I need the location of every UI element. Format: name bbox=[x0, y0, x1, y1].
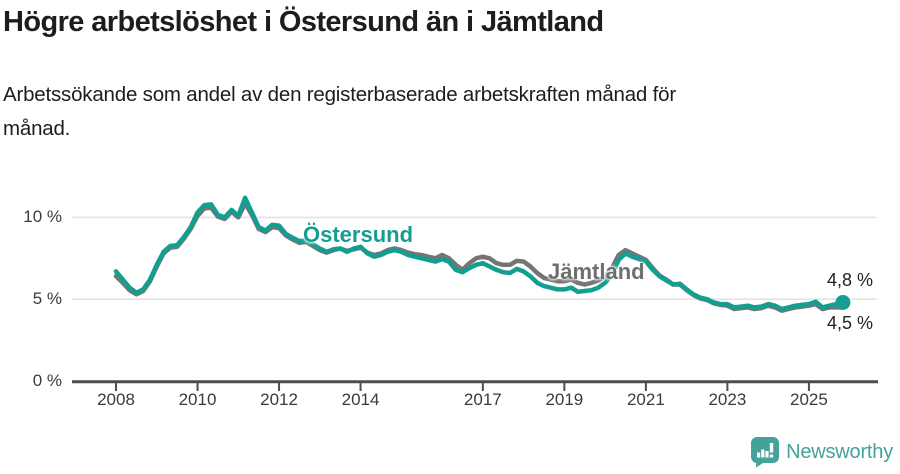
y-tick-label: 5 % bbox=[32, 289, 62, 309]
x-tick-label: 2017 bbox=[463, 390, 502, 409]
x-tick-label: 2008 bbox=[97, 390, 135, 409]
subtitle-line-1: Arbetssökande som andel av den registerb… bbox=[3, 83, 676, 106]
x-tick-label: 2025 bbox=[789, 390, 828, 409]
series-label-ostersund: Östersund bbox=[303, 222, 414, 247]
x-tick-label: 2012 bbox=[260, 390, 298, 409]
brand-name: Newsworthy bbox=[786, 440, 893, 463]
end-value-label-ostersund: 4,8 % bbox=[826, 270, 873, 290]
bar-chart-glyph bbox=[757, 442, 774, 457]
ostersund-end-dot bbox=[835, 294, 851, 310]
newsworthy-logo[interactable]: Newsworthy bbox=[750, 436, 893, 467]
series-label-jamtland: Jämtland bbox=[548, 259, 645, 284]
x-tick-label: 2023 bbox=[708, 390, 747, 409]
x-tick-label: 2014 bbox=[341, 390, 380, 409]
x-tick-label: 2010 bbox=[178, 390, 217, 409]
y-tick-label: 10 % bbox=[23, 207, 62, 227]
y-tick-label: 0 % bbox=[32, 371, 62, 390]
subtitle-line-2: månad. bbox=[3, 117, 71, 140]
chart-subtitle: Arbetssökande som andel av den registerb… bbox=[3, 78, 863, 146]
ostersund-line bbox=[113, 195, 846, 312]
x-tick-label: 2021 bbox=[626, 390, 665, 409]
x-tick-label: 2019 bbox=[545, 390, 584, 409]
newsworthy-badge-icon bbox=[751, 436, 780, 467]
page-title: Högre arbetslöshet i Östersund än i Jämt… bbox=[3, 6, 604, 38]
end-value-label-jamtland: 4,5 % bbox=[826, 313, 873, 333]
